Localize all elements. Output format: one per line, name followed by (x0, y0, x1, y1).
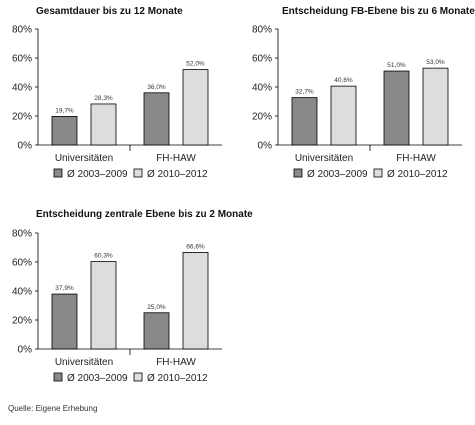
y-tick-label: 0% (258, 141, 273, 152)
chart-title: Gesamtdauer bis zu 12 Monate (36, 6, 183, 17)
x-category-label: FH-HAW (156, 153, 196, 164)
y-tick-label: 40% (12, 287, 32, 298)
legend-swatch (133, 168, 143, 178)
x-category-label: FH-HAW (156, 357, 196, 368)
y-tick-label: 60% (252, 54, 272, 65)
legend-label: Ø 2003–2009 (67, 169, 128, 180)
legend-swatch (53, 168, 63, 178)
charts-root: Gesamtdauer bis zu 12 Monate 0% 20% 40% 60% 8… (12, 6, 475, 384)
data-label: 37,9% (55, 285, 74, 292)
x-category-label: Universitäten (295, 153, 353, 164)
data-label: 51,0% (387, 62, 406, 69)
y-tick-label: 80% (12, 229, 32, 240)
y-tick-label: 0% (18, 141, 33, 152)
legend-swatch (53, 372, 63, 382)
data-label: 60,3% (94, 253, 113, 260)
x-category-label: FH-HAW (396, 153, 436, 164)
legend-swatch (293, 168, 303, 178)
bar (143, 312, 170, 350)
y-tick-label: 80% (252, 25, 272, 36)
chart-panel-1: Gesamtdauer bis zu 12 Monate 0% 20% 40% 60% 8… (12, 6, 222, 180)
y-tick-label: 80% (12, 25, 32, 36)
bar (143, 92, 170, 146)
chart-title: Entscheidung zentrale Ebene bis zu 2 Mon… (36, 209, 253, 220)
data-label: 40,6% (334, 77, 353, 84)
legend-label: Ø 2003–2009 (307, 169, 368, 180)
bar (330, 85, 357, 146)
bar (383, 70, 410, 146)
bar (291, 97, 318, 146)
bar (90, 261, 117, 350)
data-label: 25,0% (147, 304, 166, 311)
bar (90, 103, 117, 146)
chart-panel-2: Entscheidung FB-Ebene bis zu 6 Monate 0% 2… (252, 6, 475, 180)
bar (182, 252, 209, 350)
legend-label: Ø 2010–2012 (147, 169, 208, 180)
y-tick-label: 20% (252, 112, 272, 123)
legend-swatch (373, 168, 383, 178)
data-label: 28,3% (94, 95, 113, 102)
y-tick-label: 20% (12, 316, 32, 327)
bar (182, 69, 209, 146)
y-tick-label: 40% (12, 83, 32, 94)
data-label: 53,0% (426, 59, 445, 66)
legend-label: Ø 2010–2012 (387, 169, 448, 180)
data-label: 32,7% (295, 89, 314, 96)
data-label: 52,0% (186, 61, 205, 68)
bar (51, 293, 78, 350)
x-category-label: Universitäten (55, 153, 113, 164)
y-tick-label: 40% (252, 83, 272, 94)
data-label: 36,0% (147, 84, 166, 91)
y-tick-label: 0% (18, 345, 33, 356)
source-note: Quelle: Eigene Erhebung (8, 404, 97, 413)
y-tick-label: 60% (12, 258, 32, 269)
chart-panel-3: Entscheidung zentrale Ebene bis zu 2 Mon… (12, 209, 253, 384)
bar (422, 67, 449, 146)
legend-label: Ø 2010–2012 (147, 373, 208, 384)
data-label: 19,7% (55, 107, 74, 114)
legend-label: Ø 2003–2009 (67, 373, 128, 384)
chart-title: Entscheidung FB-Ebene bis zu 6 Monate (282, 6, 475, 17)
y-tick-label: 60% (12, 54, 32, 65)
y-tick-label: 20% (12, 112, 32, 123)
x-category-label: Universitäten (55, 357, 113, 368)
legend-swatch (133, 372, 143, 382)
data-label: 66,6% (186, 243, 205, 250)
bar (51, 116, 78, 146)
